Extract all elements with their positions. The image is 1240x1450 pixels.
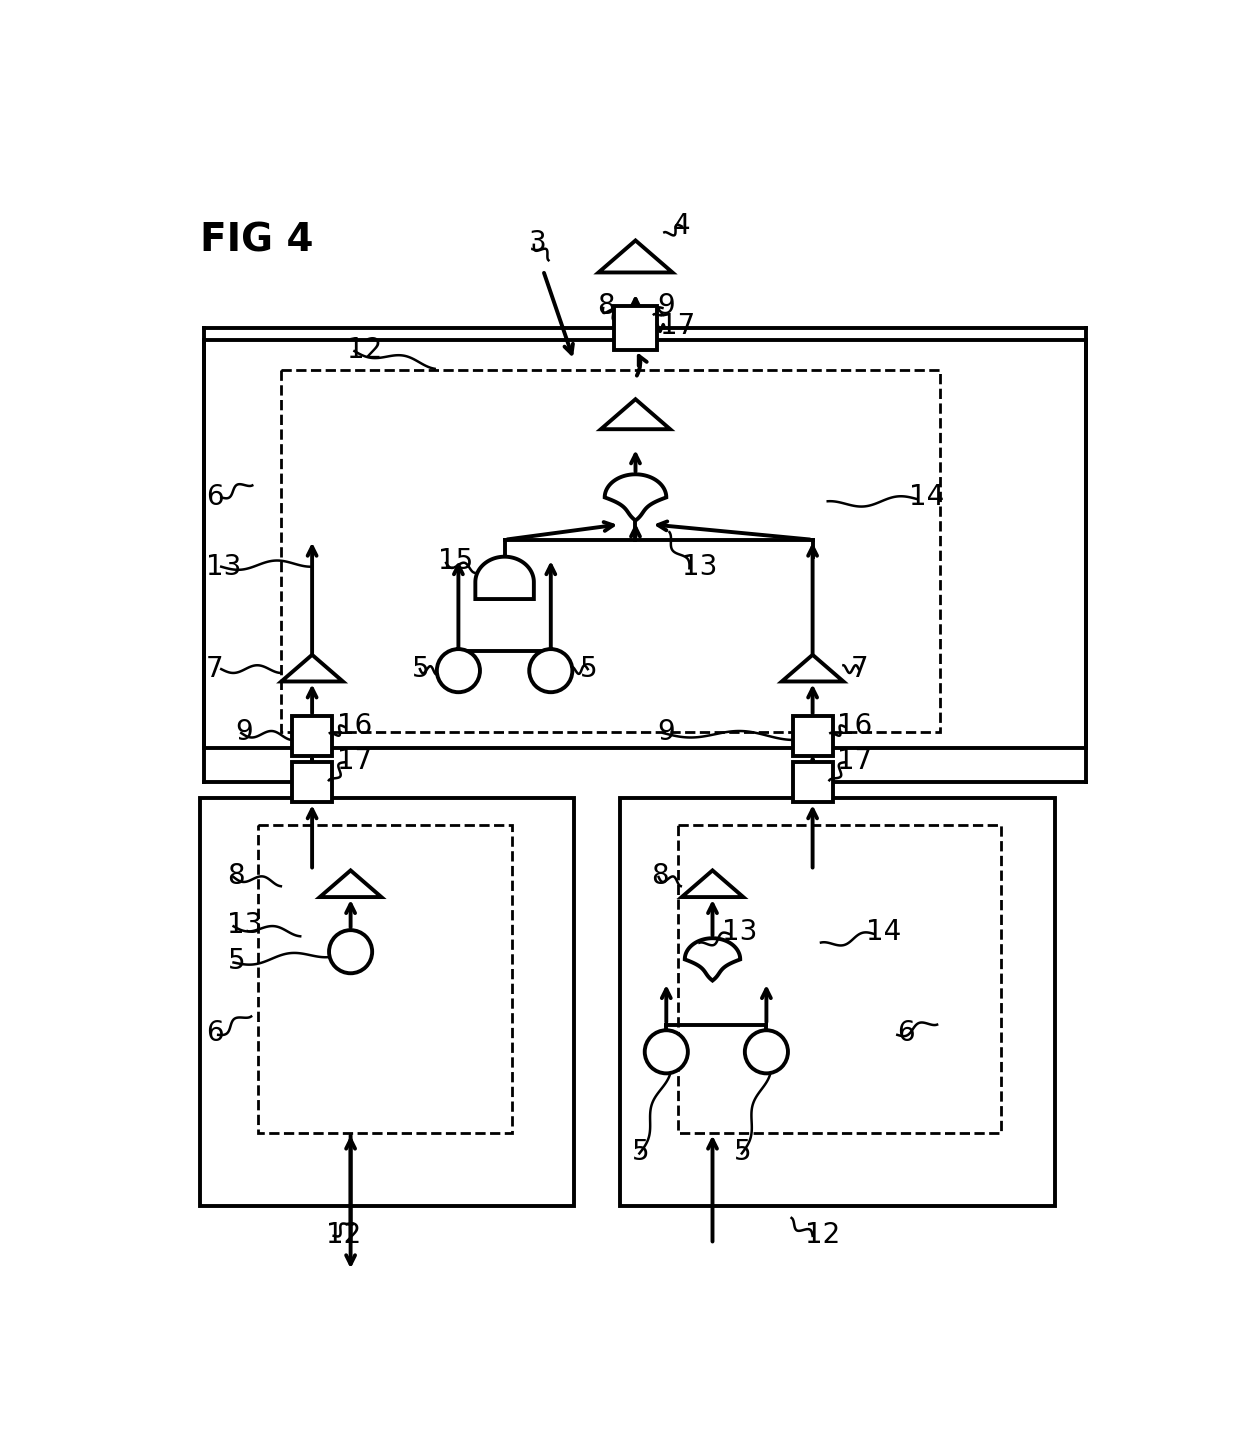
Bar xyxy=(620,798,1055,1206)
Bar xyxy=(205,339,1086,748)
Text: 3: 3 xyxy=(529,229,547,257)
Text: 5: 5 xyxy=(631,1138,650,1166)
Polygon shape xyxy=(781,655,843,681)
Text: 13: 13 xyxy=(722,918,758,947)
Bar xyxy=(792,763,832,802)
Text: 13: 13 xyxy=(227,911,263,938)
Text: 15: 15 xyxy=(439,547,474,576)
Text: 16: 16 xyxy=(337,712,372,740)
Text: 6: 6 xyxy=(206,483,223,512)
Text: 5: 5 xyxy=(580,655,598,683)
Text: 17: 17 xyxy=(837,747,873,774)
Polygon shape xyxy=(682,870,743,898)
Text: 8: 8 xyxy=(227,863,246,890)
Text: 5: 5 xyxy=(734,1138,751,1166)
Text: 12: 12 xyxy=(326,1221,361,1248)
Polygon shape xyxy=(601,399,670,429)
Text: 6: 6 xyxy=(206,1018,223,1047)
Text: 9: 9 xyxy=(657,718,675,747)
Circle shape xyxy=(529,650,573,692)
Bar xyxy=(293,763,332,802)
Text: 4: 4 xyxy=(672,212,691,241)
Polygon shape xyxy=(475,557,534,599)
Bar xyxy=(258,825,512,1132)
Text: 5: 5 xyxy=(227,947,246,974)
Text: 9: 9 xyxy=(657,293,675,320)
Text: 17: 17 xyxy=(337,747,372,774)
Text: 14: 14 xyxy=(867,918,901,947)
Text: 5: 5 xyxy=(412,655,430,683)
Text: 6: 6 xyxy=(898,1018,915,1047)
Circle shape xyxy=(645,1031,688,1073)
Text: 8: 8 xyxy=(651,863,668,890)
Text: 7: 7 xyxy=(206,655,223,683)
Bar xyxy=(281,370,940,732)
Polygon shape xyxy=(684,938,740,980)
Text: 17: 17 xyxy=(660,312,696,341)
Text: 16: 16 xyxy=(837,712,873,740)
Text: 12: 12 xyxy=(805,1221,841,1248)
Polygon shape xyxy=(605,474,666,521)
Polygon shape xyxy=(599,241,672,273)
Text: 8: 8 xyxy=(596,293,615,320)
Text: 7: 7 xyxy=(851,655,869,683)
Bar xyxy=(293,716,332,755)
Bar xyxy=(614,306,657,349)
Text: 13: 13 xyxy=(682,552,717,580)
Text: 9: 9 xyxy=(236,718,253,747)
Text: 13: 13 xyxy=(206,552,242,580)
Circle shape xyxy=(436,650,480,692)
Circle shape xyxy=(745,1031,787,1073)
Polygon shape xyxy=(281,655,343,681)
Bar xyxy=(201,798,574,1206)
Text: 12: 12 xyxy=(347,335,382,364)
Bar xyxy=(792,716,832,755)
Polygon shape xyxy=(320,870,382,898)
Text: FIG 4: FIG 4 xyxy=(201,222,314,260)
Circle shape xyxy=(329,929,372,973)
Text: 14: 14 xyxy=(909,483,944,512)
Bar xyxy=(678,825,1001,1132)
